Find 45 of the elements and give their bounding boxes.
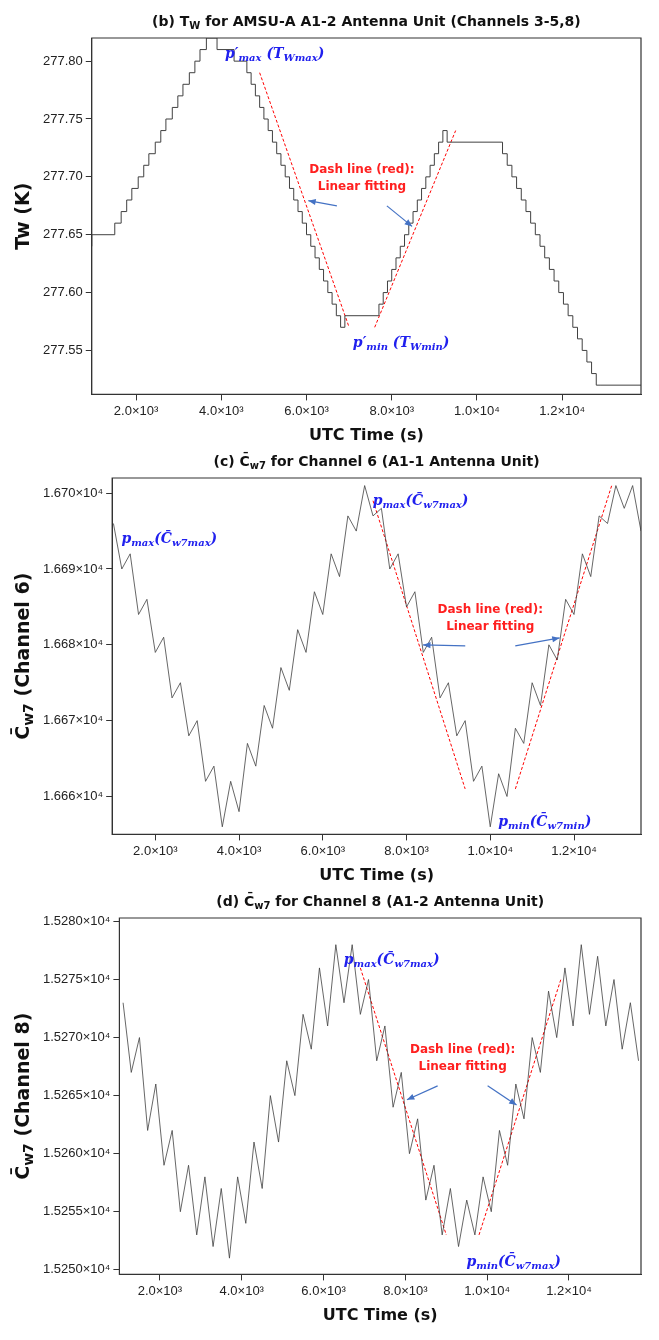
y-tick-label: 1.667×10⁴ xyxy=(43,712,104,728)
x-tick-label: 4.0×10³ xyxy=(219,1282,265,1298)
y-tick-label: 1.5265×10⁴ xyxy=(42,1087,111,1103)
x-tick-label: 6.0×10³ xyxy=(300,842,346,858)
x-tick-label: 6.0×10³ xyxy=(284,402,330,418)
y-axis-title: C̄w7 (Channel 6) xyxy=(10,572,37,740)
y-tick-label: 277.70 xyxy=(43,168,83,184)
y-tick-label: 1.670×10⁴ xyxy=(43,484,104,500)
x-tick-label: 6.0×10³ xyxy=(301,1282,347,1298)
y-tick-label: 1.5260×10⁴ xyxy=(42,1145,111,1161)
x-tick-label: 1.2×10⁴ xyxy=(551,842,597,858)
x-tick-label: 1.2×10⁴ xyxy=(546,1282,592,1298)
annotation: Dash line (red): Linear fitting xyxy=(309,161,415,193)
y-tick-label: 1.5280×10⁴ xyxy=(42,913,111,929)
x-tick-label: 8.0×10³ xyxy=(383,1282,429,1298)
x-tick-label: 4.0×10³ xyxy=(199,402,245,418)
y-tick-label: 277.60 xyxy=(43,284,83,300)
y-tick-label: 277.65 xyxy=(43,226,83,242)
x-axis-title: UTC Time (s) xyxy=(319,865,435,885)
x-tick-label: 2.0×10³ xyxy=(133,842,179,858)
annotation: Dash line (red): Linear fitting xyxy=(409,1041,516,1073)
x-tick-label: 1.0×10⁴ xyxy=(464,1282,511,1298)
y-tick-label: 1.668×10⁴ xyxy=(43,636,104,652)
x-tick-label: 1.0×10⁴ xyxy=(467,842,514,858)
y-tick-label: 1.666×10⁴ xyxy=(43,788,104,804)
x-axis-title: UTC Time (s) xyxy=(308,425,424,445)
x-axis-title: UTC Time (s) xyxy=(322,1305,438,1325)
y-tick-label: 1.5255×10⁴ xyxy=(42,1203,111,1219)
x-tick-label: 8.0×10³ xyxy=(369,402,415,418)
x-tick-label: 8.0×10³ xyxy=(384,842,430,858)
y-axis-title: Tw (K) xyxy=(10,182,33,250)
y-tick-label: 277.80 xyxy=(43,52,83,68)
x-tick-label: 1.2×10⁴ xyxy=(539,402,586,418)
x-tick-label: 2.0×10³ xyxy=(113,402,159,418)
y-axis-title: C̄w7 (Channel 8) xyxy=(10,1012,37,1180)
x-tick-label: 4.0×10³ xyxy=(216,842,262,858)
x-tick-label: 1.0×10⁴ xyxy=(454,402,500,418)
y-tick-label: 1.5270×10⁴ xyxy=(42,1029,111,1045)
y-tick-label: 277.75 xyxy=(43,110,83,126)
y-tick-label: 1.5250×10⁴ xyxy=(42,1261,111,1277)
annotation: Dash line (red): Linear fitting xyxy=(437,601,543,633)
y-tick-label: 1.5275×10⁴ xyxy=(42,971,111,987)
x-tick-label: 2.0×10³ xyxy=(137,1282,183,1298)
y-tick-label: 277.55 xyxy=(43,342,83,358)
y-tick-label: 1.669×10⁴ xyxy=(43,560,104,576)
